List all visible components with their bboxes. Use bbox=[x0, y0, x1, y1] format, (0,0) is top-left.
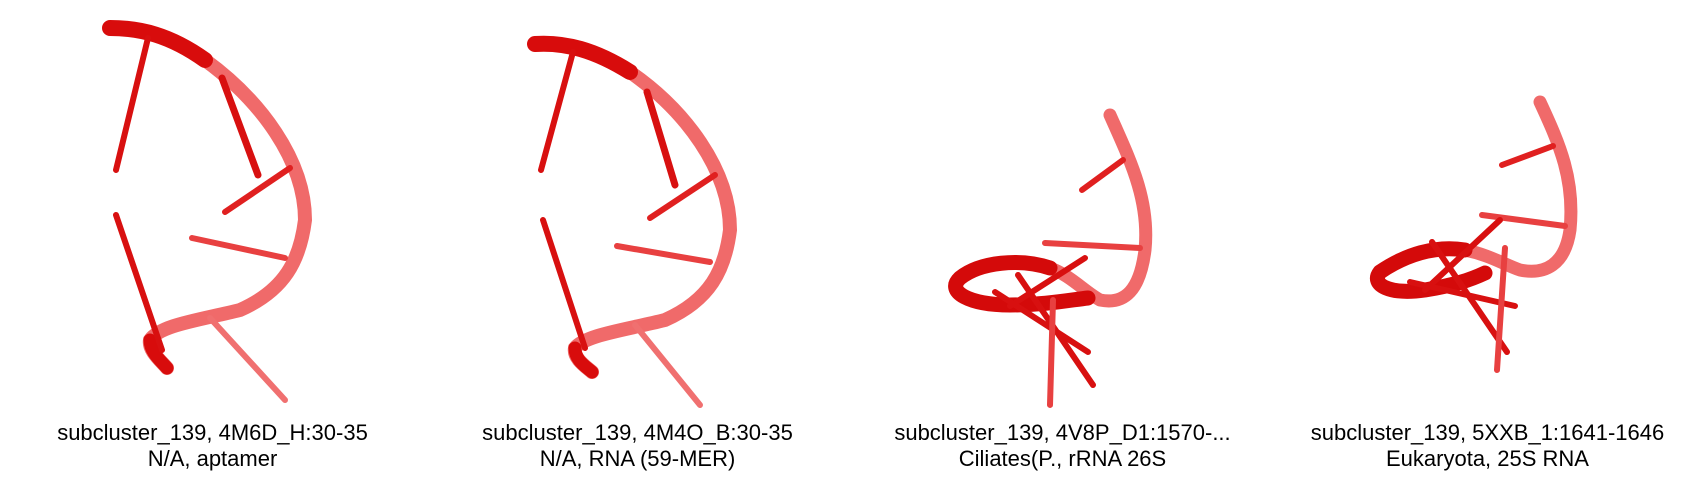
caption-subtitle: Eukaryota, 25S RNA bbox=[1386, 446, 1589, 471]
caption-title: subcluster_139, 4V8P_D1:1570-... bbox=[894, 420, 1231, 445]
structure-caption: subcluster_139, 5XXB_1:1641-1646 Eukaryo… bbox=[1275, 420, 1700, 472]
caption-subtitle: N/A, RNA (59-MER) bbox=[539, 446, 736, 471]
caption-title: subcluster_139, 5XXB_1:1641-1646 bbox=[1310, 420, 1665, 445]
rna-structure-image bbox=[1370, 95, 1578, 373]
caption-title: subcluster_139, 4M4O_B:30-35 bbox=[482, 420, 793, 445]
structure-panel-1: subcluster_139, 4M6D_H:30-35 N/A, aptame… bbox=[0, 0, 425, 480]
caption-subtitle: N/A, aptamer bbox=[147, 446, 278, 471]
structure-panel-4: subcluster_139, 5XXB_1:1641-1646 Eukaryo… bbox=[1275, 0, 1700, 480]
structure-caption: subcluster_139, 4M4O_B:30-35 N/A, RNA (5… bbox=[425, 420, 850, 472]
rna-structure-image bbox=[527, 35, 738, 408]
caption-title: subcluster_139, 4M6D_H:30-35 bbox=[57, 420, 368, 445]
structure-panel-2: subcluster_139, 4M4O_B:30-35 N/A, RNA (5… bbox=[425, 0, 850, 480]
caption-subtitle: Ciliates(P., rRNA 26S bbox=[958, 446, 1167, 471]
rna-structure-image bbox=[948, 108, 1153, 408]
structure-caption: subcluster_139, 4M6D_H:30-35 N/A, aptame… bbox=[0, 420, 425, 472]
structure-panel-3: subcluster_139, 4V8P_D1:1570-... Ciliate… bbox=[850, 0, 1275, 480]
rna-structure-image bbox=[102, 20, 313, 403]
structure-caption: subcluster_139, 4V8P_D1:1570-... Ciliate… bbox=[850, 420, 1275, 472]
